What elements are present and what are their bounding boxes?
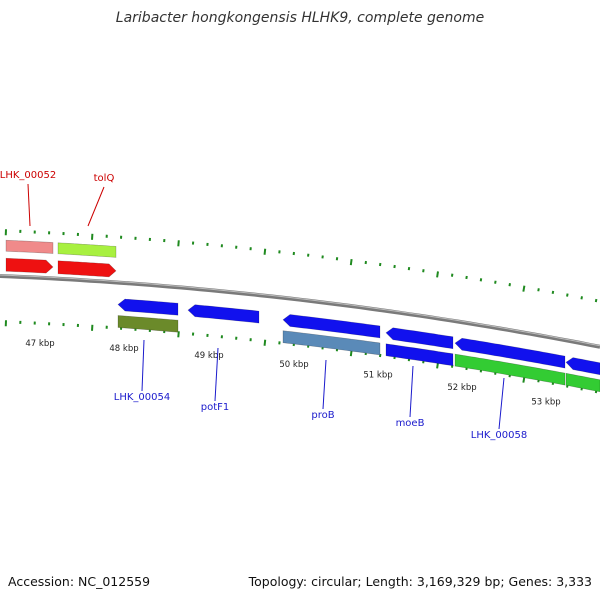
genome-stats-label: Topology: circular; Length: 3,169,329 bp…: [248, 574, 592, 589]
tick-mark-outer: [177, 240, 180, 247]
gene-label: proB: [311, 410, 334, 421]
gene-feature-1: [57, 242, 117, 258]
gene-cds-arrow-7: [565, 357, 600, 376]
accession-label: Accession: NC_012559: [8, 574, 151, 589]
gene-feature-2: [117, 315, 179, 333]
gene-label: potF1: [201, 402, 230, 413]
genome-backbone-highlight: [0, 274, 600, 347]
gene-label-leader: [322, 359, 327, 410]
gene-cds-arrow-4: [282, 314, 381, 339]
gene-cds-arrow-0: [5, 257, 54, 274]
scale-label: 47 kbp: [25, 339, 54, 349]
scale-label: 48 kbp: [109, 344, 138, 354]
gene-cds-arrow-2: [117, 298, 179, 316]
tick-mark-outer: [508, 283, 511, 287]
gene-label-leader: [498, 377, 505, 430]
gene-label: tolQ: [94, 173, 115, 184]
gene-label-leader: [214, 347, 219, 402]
gene-label: LHK_00054: [114, 392, 170, 403]
tick-mark-outer: [594, 298, 598, 303]
genome-backbone: [0, 274, 600, 349]
gene-label-leader: [87, 186, 105, 227]
scale-label: 53 kbp: [531, 398, 560, 408]
tick-mark-outer: [263, 248, 267, 255]
scale-label: 49 kbp: [194, 351, 223, 361]
gene-feature-6: [454, 353, 566, 386]
scale-label: 52 kbp: [447, 383, 476, 393]
scale-label: 51 kbp: [363, 371, 392, 381]
page-title: Laribacter hongkongensis HLHK9, complete…: [115, 10, 485, 26]
gene-feature-7: [565, 372, 600, 393]
tick-mark-outer: [551, 290, 555, 295]
gene-label: LHK_00052: [0, 170, 56, 181]
gene-label-leader: [27, 183, 31, 227]
gene-feature-4: [282, 330, 381, 356]
tick-mark-inner: [177, 331, 180, 338]
scale-label: 50 kbp: [279, 360, 308, 370]
gene-label-leader: [141, 339, 145, 392]
gene-label-leader: [409, 365, 414, 418]
gene-label: LHK_00058: [471, 430, 527, 441]
gene-label: moeB: [396, 418, 425, 429]
gene-feature-5: [385, 343, 454, 367]
tick-mark-inner: [263, 339, 267, 346]
tick-mark-outer: [537, 288, 540, 292]
gene-cds-arrow-5: [385, 327, 454, 350]
tick-mark-outer: [522, 285, 526, 292]
gene-cds-arrow-6: [454, 337, 566, 369]
tick-mark-outer: [566, 293, 569, 297]
tick-mark-outer: [436, 271, 439, 278]
gene-cds-arrow-1: [57, 260, 117, 278]
gene-feature-0: [5, 239, 54, 254]
tick-mark-outer: [580, 296, 583, 300]
tick-mark-outer: [349, 259, 353, 266]
gene-cds-arrow-3: [187, 304, 260, 324]
